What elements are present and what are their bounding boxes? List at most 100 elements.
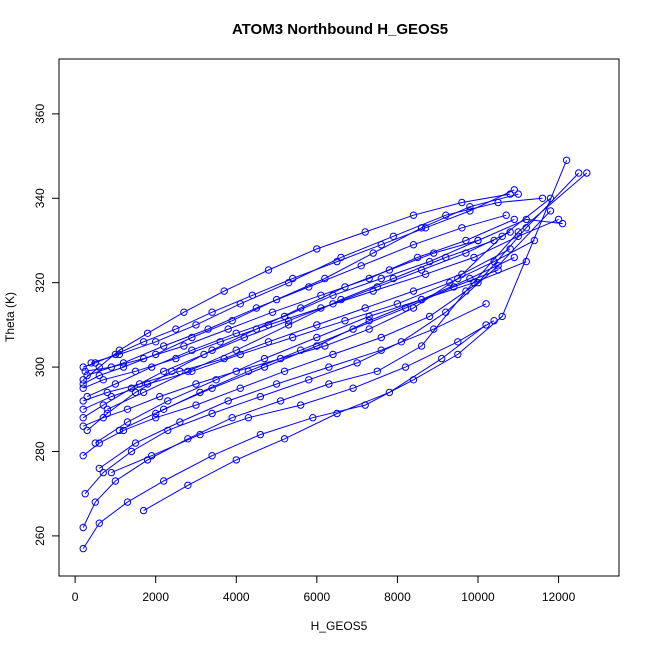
- data-point: [81, 367, 89, 375]
- data-point: [466, 274, 474, 283]
- data-point: [409, 211, 418, 219]
- data-point: [252, 304, 261, 312]
- data-point: [232, 346, 241, 354]
- data-point: [236, 300, 245, 308]
- data-point: [558, 219, 567, 228]
- series-line: [155, 269, 499, 414]
- data-point: [196, 388, 204, 397]
- data-point: [289, 333, 297, 342]
- data-point: [119, 359, 128, 367]
- data-point: [442, 253, 450, 262]
- data-point: [123, 405, 132, 413]
- data-point: [216, 338, 224, 346]
- data-point: [236, 384, 245, 392]
- series: [83, 211, 510, 380]
- data-point: [377, 333, 385, 342]
- data-point: [83, 426, 91, 435]
- data-point: [490, 257, 498, 266]
- data-point: [470, 253, 478, 262]
- data-point: [79, 414, 87, 422]
- x-tick-label: 4000: [223, 590, 250, 604]
- chart-title: ATOM3 Northbound H_GEOS5: [232, 21, 448, 38]
- data-point: [284, 317, 293, 325]
- series-line: [83, 197, 551, 427]
- data-point: [337, 295, 345, 304]
- data-point: [208, 452, 216, 460]
- data-point: [417, 342, 426, 350]
- data-point: [143, 380, 152, 388]
- data-point: [482, 300, 490, 308]
- data-point: [244, 414, 253, 422]
- data-point: [220, 287, 228, 295]
- data-point: [510, 253, 518, 262]
- data-point: [83, 371, 91, 380]
- data-point: [401, 363, 410, 371]
- data-point: [79, 422, 87, 430]
- data-point: [276, 397, 285, 405]
- data-point: [139, 388, 148, 397]
- data-point: [482, 321, 490, 329]
- data-point: [180, 342, 188, 350]
- data-point: [329, 291, 337, 299]
- series-line: [95, 261, 527, 444]
- data-point: [131, 367, 140, 375]
- data-point: [450, 283, 458, 291]
- data-point: [361, 228, 369, 236]
- data-point: [297, 346, 305, 354]
- data-point: [353, 359, 361, 367]
- data-point: [506, 228, 514, 236]
- data-point: [224, 397, 232, 405]
- x-tick-label: 0: [72, 590, 79, 604]
- data-layer: [79, 156, 591, 553]
- data-point: [152, 414, 160, 422]
- series-line: [111, 320, 495, 474]
- data-point: [442, 308, 450, 316]
- series: [152, 266, 502, 418]
- data-point: [490, 236, 498, 245]
- data-point: [143, 456, 152, 464]
- data-point: [506, 190, 514, 198]
- data-point: [79, 452, 87, 460]
- data-point: [409, 287, 418, 295]
- series: [79, 169, 583, 460]
- data-point: [127, 447, 136, 456]
- data-point: [575, 169, 583, 177]
- data-point: [514, 232, 522, 241]
- data-point: [192, 321, 200, 329]
- data-point: [172, 325, 180, 333]
- data-point: [256, 430, 265, 439]
- data-point: [321, 274, 329, 283]
- data-point: [83, 392, 91, 401]
- data-point: [260, 363, 269, 371]
- data-point: [176, 418, 184, 426]
- series-line: [83, 189, 515, 368]
- data-point: [99, 468, 108, 477]
- data-point: [458, 224, 466, 232]
- data-point: [514, 228, 522, 236]
- data-point: [430, 325, 438, 333]
- data-point: [95, 371, 104, 380]
- data-point: [329, 300, 337, 308]
- data-point: [160, 405, 168, 413]
- data-point: [494, 198, 502, 207]
- data-point: [272, 380, 281, 388]
- data-point: [87, 359, 95, 367]
- data-point: [369, 287, 377, 295]
- data-point: [212, 376, 220, 384]
- data-point: [313, 333, 321, 342]
- data-point: [232, 456, 241, 464]
- data-point: [546, 194, 555, 203]
- data-point: [192, 401, 200, 409]
- data-point: [107, 392, 116, 401]
- data-point: [264, 266, 273, 274]
- data-point: [321, 342, 329, 350]
- data-point: [103, 405, 112, 413]
- data-point: [256, 392, 265, 401]
- y-tick-label: 360: [33, 104, 47, 124]
- data-point: [385, 266, 394, 274]
- data-point: [172, 354, 180, 363]
- data-point: [313, 245, 321, 253]
- data-point: [309, 414, 317, 422]
- series: [79, 194, 555, 430]
